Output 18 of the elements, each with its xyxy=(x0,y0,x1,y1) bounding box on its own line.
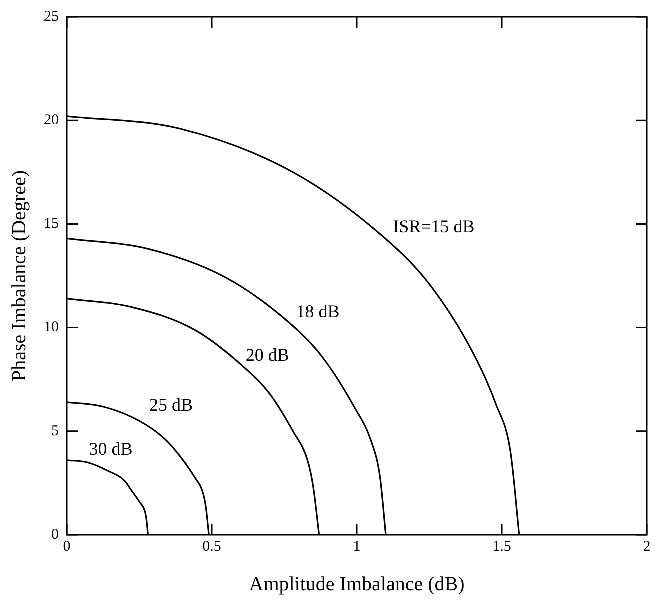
y-tick-label: 5 xyxy=(52,423,59,440)
x-tick-label: 2 xyxy=(643,538,651,555)
x-tick-label: 0 xyxy=(63,538,71,555)
x-tick-label: 1.5 xyxy=(492,538,512,555)
y-tick-label: 25 xyxy=(44,8,59,25)
series-label: 30 dB xyxy=(89,439,133,460)
y-tick-label: 15 xyxy=(44,216,59,232)
series-label: 25 dB xyxy=(150,394,194,415)
x-tick-label: 1 xyxy=(353,538,361,555)
series-label: 18 dB xyxy=(296,301,340,322)
y-tick-label: 20 xyxy=(44,112,59,129)
series-label: 20 dB xyxy=(246,344,290,365)
y-tick-label: 10 xyxy=(44,320,59,336)
series-label: ISR=15 dB xyxy=(393,216,475,236)
x-axis-title: Amplitude Imbalance (dB) xyxy=(249,573,465,596)
y-tick-label: 0 xyxy=(52,526,59,543)
x-tick-label: 0.5 xyxy=(202,538,222,555)
y-axis-title: Phase Imbalance (Degree) xyxy=(8,170,30,382)
